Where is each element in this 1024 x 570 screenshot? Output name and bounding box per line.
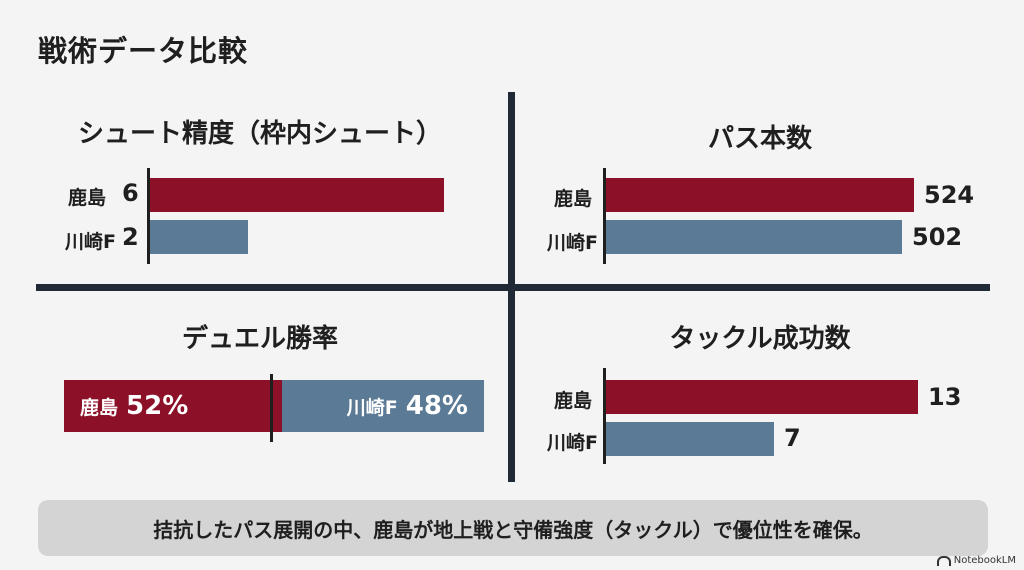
- tackle-label-kashima: 鹿島: [553, 390, 592, 412]
- pass-count-title: パス本数: [707, 124, 812, 154]
- tackle-count-axis: [603, 368, 606, 464]
- tackle-label-kawasaki: 川崎F: [547, 432, 598, 454]
- watermark-text: NotebookLM: [953, 555, 1016, 566]
- pass-bar-kawasaki: [606, 220, 902, 254]
- shot-label-kawasaki: 川崎F: [65, 231, 116, 253]
- summary-text: 拮抗したパス展開の中、鹿島が地上戦と守備強度（タックル）で優位性を確保。: [153, 517, 873, 542]
- tackle-value-kawasaki: 7: [784, 424, 801, 452]
- duel-bar: 鹿島 52% 川崎F 48%: [64, 380, 484, 432]
- tackle-value-kashima: 13: [928, 383, 962, 411]
- page-title: 戦術データ比較: [38, 34, 249, 68]
- pass-label-kawasaki: 川崎F: [547, 232, 598, 254]
- duel-value-kawasaki: 48%: [405, 391, 468, 421]
- duel-label-kashima: 鹿島: [80, 396, 119, 419]
- pass-bar-kashima: [606, 178, 914, 212]
- duel-segment-kawasaki: 川崎F 48%: [282, 380, 484, 432]
- summary-box: 拮抗したパス展開の中、鹿島が地上戦と守備強度（タックル）で優位性を確保。: [38, 500, 988, 556]
- shot-accuracy-title: シュート精度（枠内シュート）: [77, 119, 442, 149]
- shot-accuracy-axis: [147, 168, 150, 264]
- duel-rate-title: デュエル勝率: [181, 324, 338, 354]
- pass-value-kawasaki: 502: [912, 223, 963, 251]
- duel-label-kawasaki: 川崎F: [346, 396, 398, 419]
- tackle-bar-kawasaki: [606, 422, 774, 456]
- tackle-bar-kashima: [606, 380, 918, 414]
- pass-count-axis: [603, 168, 606, 264]
- duel-value-kashima: 52%: [126, 391, 189, 421]
- pass-label-kashima: 鹿島: [553, 188, 592, 210]
- pass-value-kashima: 524: [924, 181, 975, 209]
- horizontal-divider: [36, 284, 990, 291]
- shot-label-kashima: 鹿島: [67, 187, 106, 209]
- shot-bar-kawasaki: [150, 220, 248, 254]
- shot-value-kawasaki: 2: [122, 223, 139, 251]
- notebooklm-icon: [936, 555, 951, 566]
- duel-segment-kashima: 鹿島 52%: [64, 380, 283, 432]
- watermark: NotebookLM: [936, 555, 1016, 566]
- tackle-count-title: タックル成功数: [669, 324, 851, 354]
- shot-bar-kashima: [150, 178, 444, 212]
- duel-axis: [270, 374, 273, 442]
- shot-value-kashima: 6: [122, 179, 139, 207]
